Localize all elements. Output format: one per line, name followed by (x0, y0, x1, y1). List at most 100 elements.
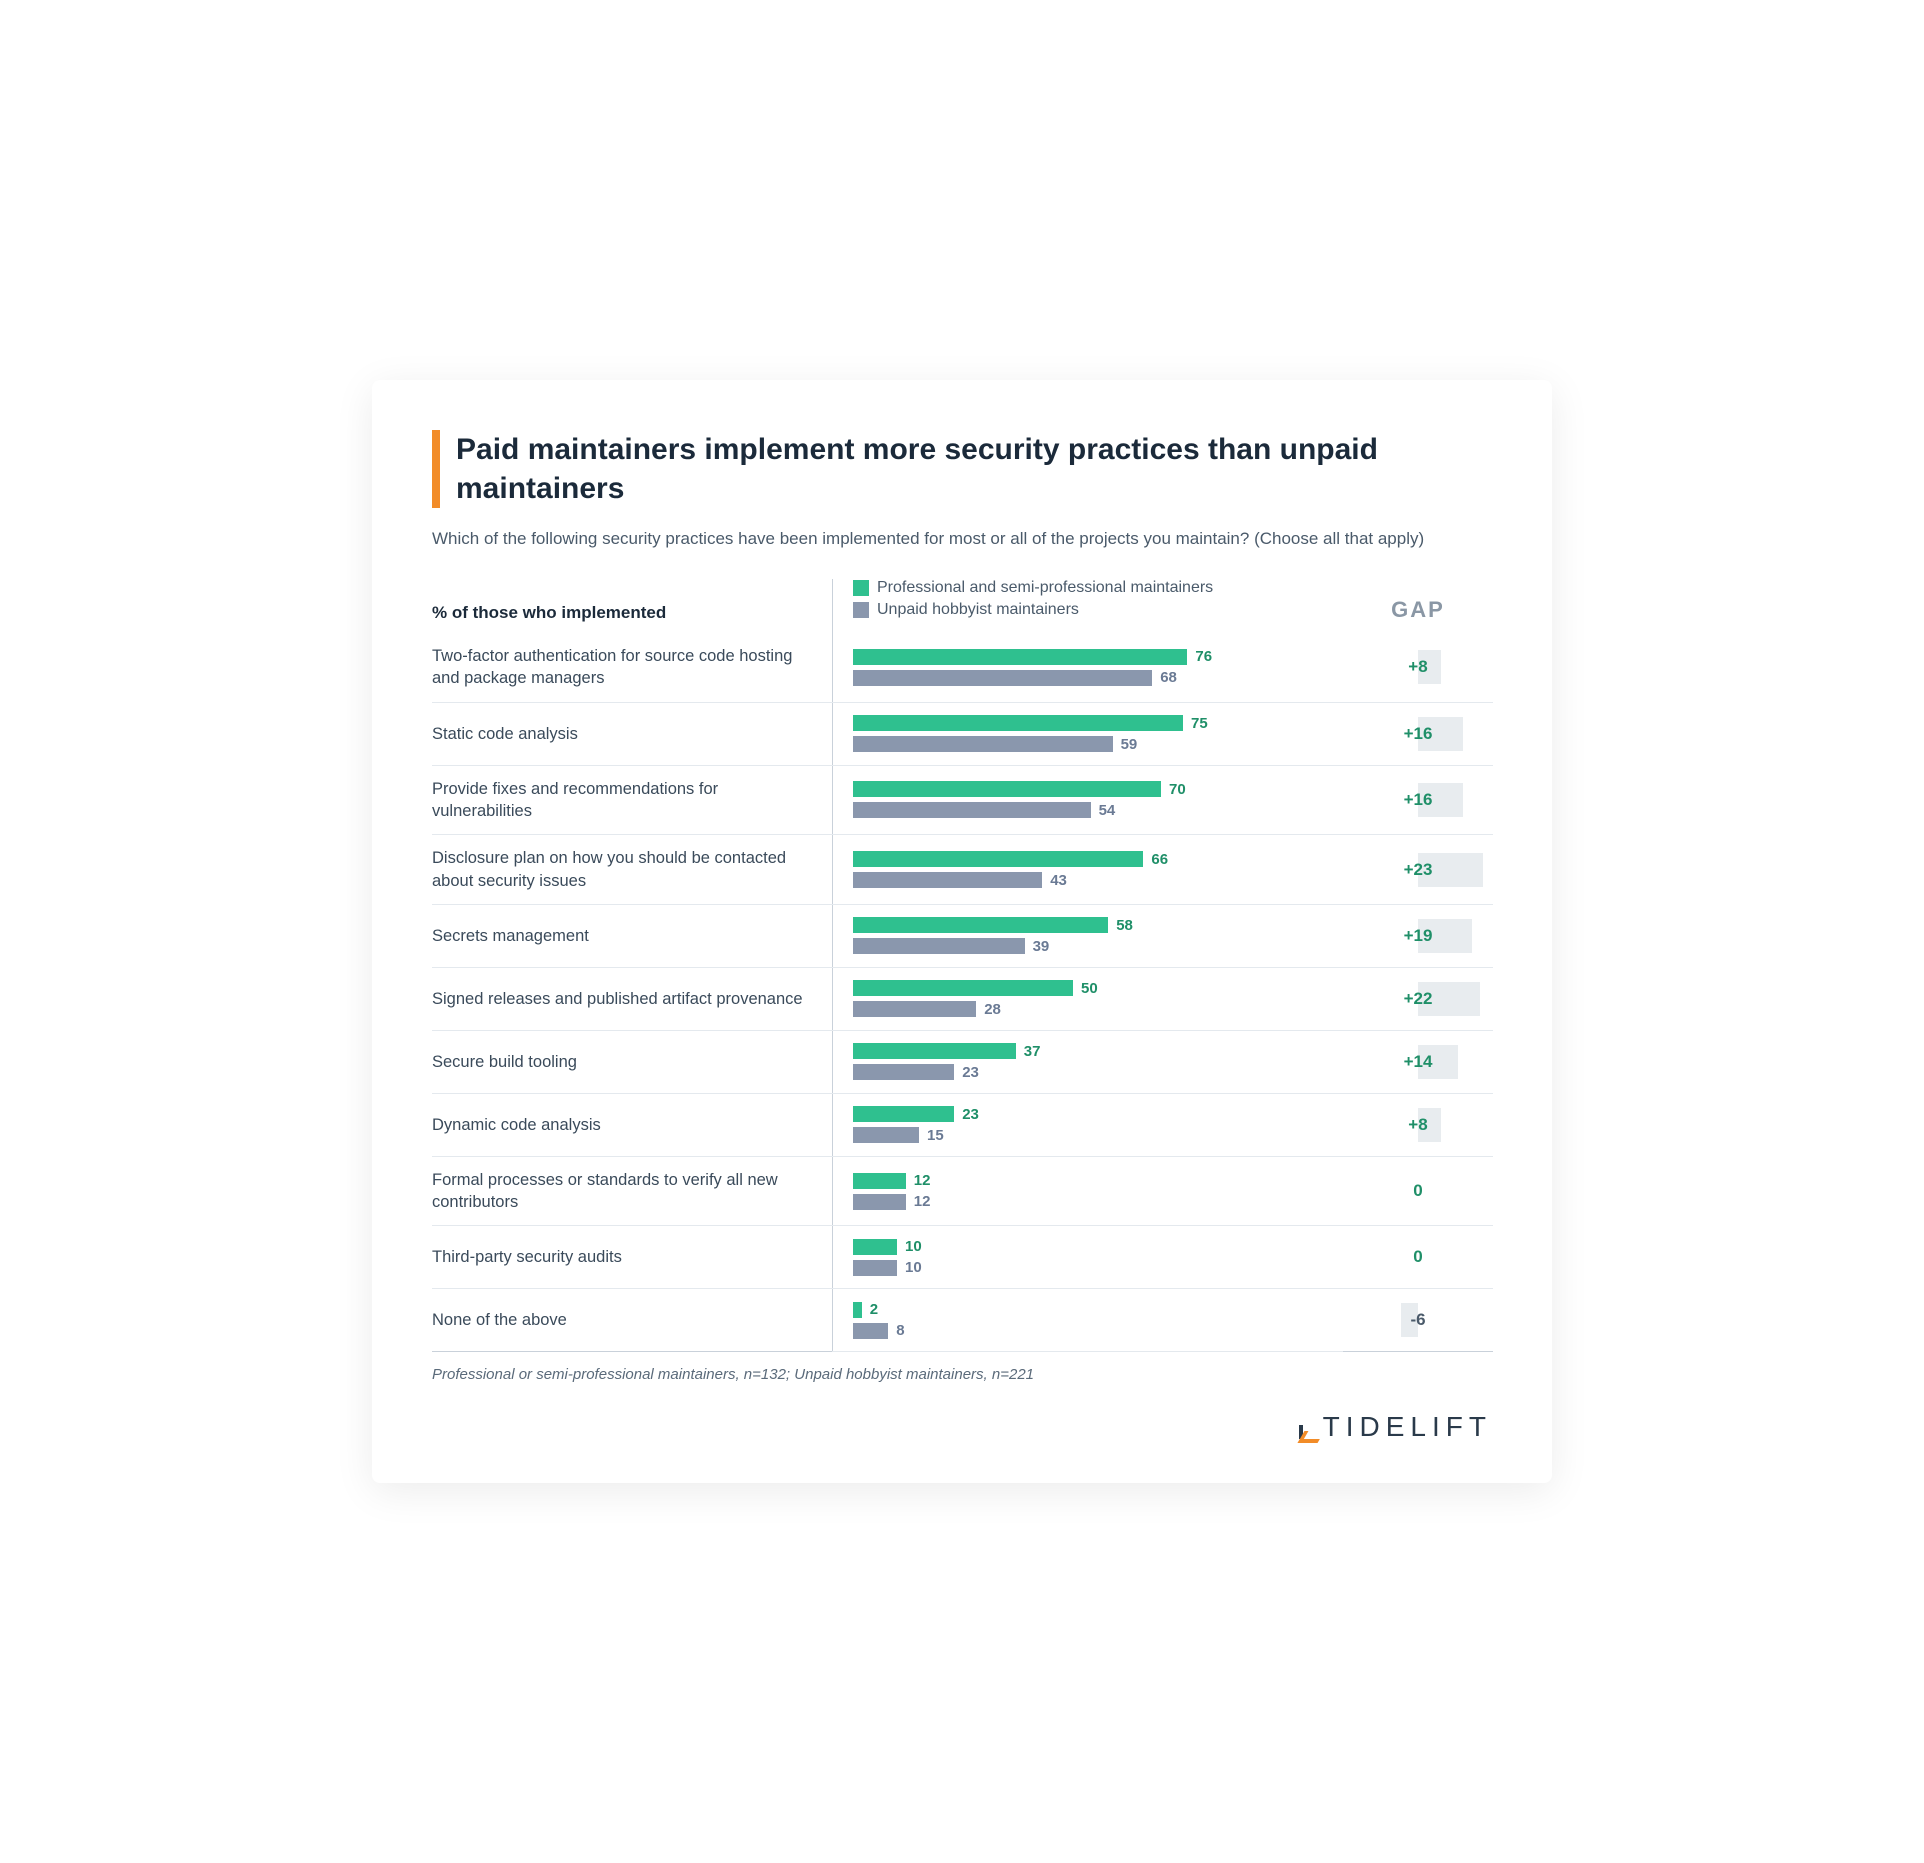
bar-line-unpaid: 28 (853, 1001, 1343, 1018)
bar-unpaid (853, 938, 1025, 954)
bar-professional (853, 980, 1073, 996)
gap-column-header: GAP (1343, 579, 1493, 633)
bar-value-unpaid: 12 (914, 1193, 931, 1210)
bar-line-professional: 70 (853, 781, 1343, 798)
bar-professional (853, 851, 1143, 867)
row-bars: 58 39 (833, 905, 1343, 968)
bar-value-unpaid: 68 (1160, 669, 1177, 686)
bar-value-unpaid: 43 (1050, 872, 1067, 889)
row-label: Secrets management (432, 905, 832, 968)
bar-value-professional: 50 (1081, 980, 1098, 997)
bar-line-unpaid: 8 (853, 1322, 1343, 1339)
legend-swatch-unpaid (853, 602, 869, 618)
gap-box: -6 (1353, 1303, 1483, 1337)
row-bars: 76 68 (833, 633, 1343, 703)
gap-box: +22 (1353, 982, 1483, 1016)
tidelift-logo: TIDELIFT (1299, 1411, 1492, 1443)
bar-value-professional: 66 (1151, 851, 1168, 868)
bar-line-unpaid: 39 (853, 938, 1343, 955)
bar-unpaid (853, 1194, 906, 1210)
row-label: Provide fixes and recommendations for vu… (432, 766, 832, 836)
bar-value-unpaid: 8 (896, 1322, 904, 1339)
gap-value: +8 (1408, 657, 1427, 677)
bar-line-unpaid: 15 (853, 1127, 1343, 1144)
gap-box: +16 (1353, 783, 1483, 817)
bar-value-professional: 58 (1116, 917, 1133, 934)
legend-swatch-professional (853, 580, 869, 596)
chart-area: % of those who implemented Professional … (432, 579, 1492, 1352)
legend-item-professional: Professional and semi-professional maint… (853, 579, 1343, 597)
bar-value-professional: 75 (1191, 715, 1208, 732)
legend: Professional and semi-professional maint… (833, 579, 1343, 633)
row-gap: +16 (1343, 703, 1493, 766)
gap-value: +23 (1404, 860, 1433, 880)
bar-unpaid (853, 1260, 897, 1276)
row-bars: 28 (833, 1289, 1343, 1352)
bar-line-professional: 10 (853, 1238, 1343, 1255)
bar-value-unpaid: 15 (927, 1127, 944, 1144)
gap-value: +16 (1404, 724, 1433, 744)
row-label: Third-party security audits (432, 1226, 832, 1289)
legend-item-unpaid: Unpaid hobbyist maintainers (853, 601, 1343, 619)
row-gap: 0 (1343, 1157, 1493, 1227)
gap-value: +8 (1408, 1115, 1427, 1135)
gap-value: -6 (1410, 1310, 1425, 1330)
chart-title: Paid maintainers implement more security… (456, 430, 1492, 508)
gap-value: 0 (1413, 1247, 1422, 1267)
bar-line-professional: 12 (853, 1172, 1343, 1189)
row-gap: +19 (1343, 905, 1493, 968)
bar-professional (853, 1043, 1016, 1059)
bar-value-unpaid: 59 (1121, 736, 1138, 753)
bar-line-professional: 2 (853, 1301, 1343, 1318)
bar-value-unpaid: 54 (1099, 802, 1116, 819)
chart-card: Paid maintainers implement more security… (372, 380, 1552, 1484)
bar-unpaid (853, 1064, 954, 1080)
sample-size-note: Professional or semi-professional mainta… (432, 1366, 1492, 1383)
gap-value: +22 (1404, 989, 1433, 1009)
row-gap: +8 (1343, 633, 1493, 703)
row-gap: +23 (1343, 835, 1493, 905)
bar-professional (853, 1239, 897, 1255)
gap-value: +16 (1404, 790, 1433, 810)
bar-value-professional: 10 (905, 1238, 922, 1255)
row-label: Static code analysis (432, 703, 832, 766)
bar-value-unpaid: 39 (1033, 938, 1050, 955)
bar-value-professional: 2 (870, 1301, 878, 1318)
bar-line-professional: 75 (853, 715, 1343, 732)
bar-unpaid (853, 1001, 976, 1017)
bar-unpaid (853, 1127, 919, 1143)
gap-box: +8 (1353, 650, 1483, 684)
row-gap: +14 (1343, 1031, 1493, 1094)
gap-box: +19 (1353, 919, 1483, 953)
axis-label: % of those who implemented (432, 579, 832, 633)
bar-value-unpaid: 28 (984, 1001, 1001, 1018)
row-gap: 0 (1343, 1226, 1493, 1289)
row-label: Dynamic code analysis (432, 1094, 832, 1157)
gap-value: 0 (1413, 1181, 1422, 1201)
brand-row: TIDELIFT (432, 1411, 1492, 1443)
gap-box: +8 (1353, 1108, 1483, 1142)
row-bars: 2315 (833, 1094, 1343, 1157)
row-gap: +16 (1343, 766, 1493, 836)
row-label: Secure build tooling (432, 1031, 832, 1094)
bar-line-professional: 23 (853, 1106, 1343, 1123)
row-bars: 1010 (833, 1226, 1343, 1289)
legend-label-professional: Professional and semi-professional maint… (877, 579, 1213, 597)
bar-unpaid (853, 736, 1113, 752)
bar-unpaid (853, 802, 1091, 818)
row-bars: 66 43 (833, 835, 1343, 905)
bar-value-professional: 76 (1195, 648, 1212, 665)
bar-unpaid (853, 872, 1042, 888)
bar-line-professional: 76 (853, 648, 1343, 665)
gap-value: +19 (1404, 926, 1433, 946)
bar-professional (853, 781, 1161, 797)
title-accent-bar (432, 430, 440, 508)
bar-professional (853, 649, 1187, 665)
bar-line-unpaid: 12 (853, 1193, 1343, 1210)
bar-line-unpaid: 59 (853, 736, 1343, 753)
row-label: Formal processes or standards to verify … (432, 1157, 832, 1227)
bar-professional (853, 1302, 862, 1318)
row-gap: +8 (1343, 1094, 1493, 1157)
gap-value: +14 (1404, 1052, 1433, 1072)
bar-value-professional: 12 (914, 1172, 931, 1189)
